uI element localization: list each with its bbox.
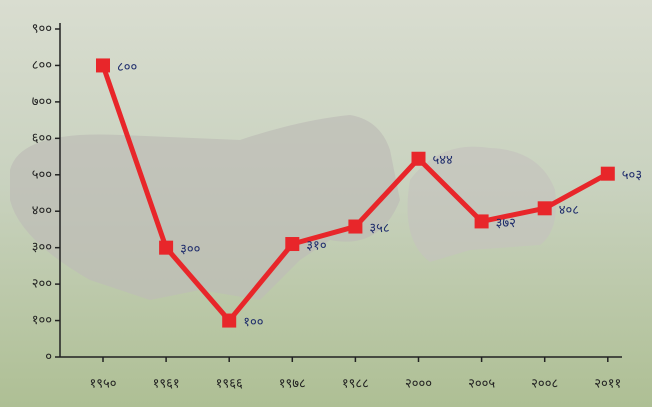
data-point bbox=[411, 151, 426, 166]
data-label: ५०३ bbox=[622, 168, 642, 183]
rhino-shape bbox=[10, 115, 400, 300]
data-label: ३०० bbox=[180, 242, 200, 257]
y-tick-label: ० bbox=[45, 350, 52, 365]
x-tick-label: १९५० bbox=[89, 377, 116, 392]
x-tick-label: १९८८ bbox=[342, 377, 369, 392]
data-label: ८०० bbox=[117, 60, 137, 75]
y-tick-label: ३०० bbox=[32, 240, 52, 255]
data-label: ४०८ bbox=[559, 203, 580, 218]
y-tick-label: ९०० bbox=[32, 22, 52, 37]
x-tick-label: १९६१ bbox=[153, 377, 180, 392]
x-tick-label: २००८ bbox=[531, 377, 558, 392]
x-tick-label: २००० bbox=[405, 377, 432, 392]
data-point bbox=[285, 237, 300, 252]
data-point bbox=[474, 214, 489, 229]
y-tick-label: ५०० bbox=[32, 167, 52, 182]
data-point bbox=[96, 58, 110, 73]
data-point bbox=[348, 219, 363, 234]
data-label: ३५८ bbox=[369, 221, 390, 236]
data-label: ५४४ bbox=[433, 153, 454, 168]
data-point bbox=[537, 201, 552, 216]
x-tick-label: २००५ bbox=[468, 377, 495, 392]
data-label: ३७२ bbox=[496, 216, 516, 231]
data-point bbox=[159, 240, 174, 255]
data-label: १०० bbox=[243, 315, 263, 330]
y-tick-label: १०० bbox=[32, 313, 52, 328]
x-tick-label: २०११ bbox=[594, 377, 621, 392]
data-point bbox=[600, 166, 615, 181]
y-tick-label: ७०० bbox=[32, 94, 52, 109]
x-tick-label: १९७८ bbox=[279, 377, 306, 392]
data-point bbox=[222, 313, 237, 328]
y-tick-label: ८०० bbox=[32, 58, 52, 73]
y-tick-label: ४०० bbox=[32, 204, 52, 219]
y-tick-label: ६०० bbox=[32, 131, 52, 146]
y-tick-label: २०० bbox=[32, 277, 52, 292]
x-tick-label: १९६६ bbox=[216, 377, 243, 392]
data-label: ३१० bbox=[306, 239, 326, 254]
rhino-shape bbox=[407, 146, 556, 262]
